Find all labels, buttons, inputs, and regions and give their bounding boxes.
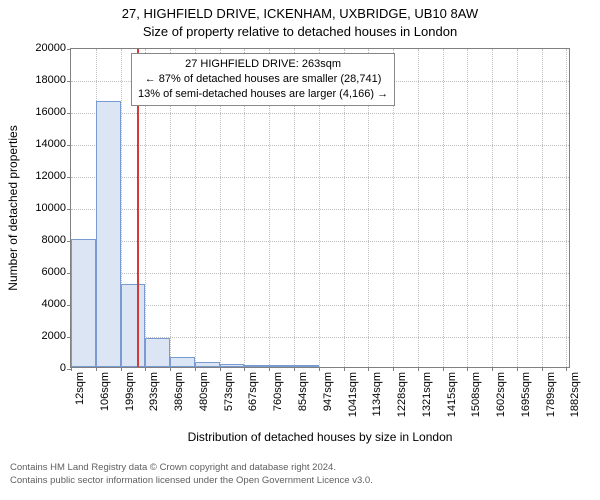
x-tick: [542, 367, 543, 371]
y-tick: [67, 177, 71, 178]
x-tick: [344, 367, 345, 371]
y-tick: [67, 81, 71, 82]
x-tick-label: 1134sqm: [371, 372, 383, 416]
y-tick-label: 10000: [16, 202, 66, 214]
x-tick-label: 293sqm: [148, 372, 160, 411]
x-tick-label: 1508sqm: [470, 372, 482, 417]
gridline-v: [566, 49, 567, 367]
y-tick-label: 4000: [16, 298, 66, 310]
gridline-v: [517, 49, 518, 367]
x-tick: [368, 367, 369, 371]
histogram-bar: [244, 365, 269, 367]
x-tick-label: 1789sqm: [545, 372, 557, 417]
y-tick-label: 2000: [16, 330, 66, 342]
y-tick: [67, 113, 71, 114]
histogram-bar: [121, 284, 146, 367]
x-tick: [71, 367, 72, 371]
histogram-bar: [269, 365, 294, 367]
y-tick: [67, 145, 71, 146]
x-tick: [492, 367, 493, 371]
x-tick-label: 1882sqm: [569, 372, 581, 417]
x-tick: [393, 367, 394, 371]
x-tick-label: 760sqm: [272, 372, 284, 411]
x-tick: [269, 367, 270, 371]
histogram-bar: [96, 101, 121, 367]
x-tick: [418, 367, 419, 371]
x-tick-label: 854sqm: [297, 372, 309, 411]
x-tick: [195, 367, 196, 371]
x-axis-label: Distribution of detached houses by size …: [70, 430, 570, 444]
x-tick-label: 1602sqm: [495, 372, 507, 417]
x-tick-label: 1228sqm: [396, 372, 408, 417]
x-tick-label: 1321sqm: [421, 372, 433, 417]
x-tick: [467, 367, 468, 371]
y-tick: [67, 209, 71, 210]
gridline-v: [492, 49, 493, 367]
x-tick-label: 106sqm: [99, 372, 111, 411]
footer-line-1: Contains HM Land Registry data © Crown c…: [10, 462, 336, 474]
annotation-line: ← 87% of detached houses are smaller (28…: [138, 72, 388, 87]
x-tick: [170, 367, 171, 371]
y-tick-label: 16000: [16, 106, 66, 118]
chart-container: 27, HIGHFIELD DRIVE, ICKENHAM, UXBRIDGE,…: [0, 0, 600, 500]
x-tick-label: 667sqm: [247, 372, 259, 411]
x-tick-label: 1415sqm: [446, 372, 458, 417]
y-tick-label: 20000: [16, 42, 66, 54]
y-tick-label: 0: [16, 362, 66, 374]
chart-title-main: 27, HIGHFIELD DRIVE, ICKENHAM, UXBRIDGE,…: [0, 6, 600, 21]
x-tick: [96, 367, 97, 371]
gridline-v: [542, 49, 543, 367]
histogram-bar: [220, 364, 245, 367]
x-tick: [517, 367, 518, 371]
x-tick: [566, 367, 567, 371]
x-tick: [145, 367, 146, 371]
x-tick: [294, 367, 295, 371]
y-tick-label: 14000: [16, 138, 66, 150]
histogram-bar: [294, 365, 319, 367]
histogram-bar: [170, 357, 195, 367]
x-tick-label: 199sqm: [124, 372, 136, 411]
x-tick: [121, 367, 122, 371]
chart-title-sub: Size of property relative to detached ho…: [0, 24, 600, 39]
annotation-box: 27 HIGHFIELD DRIVE: 263sqm← 87% of detac…: [131, 53, 395, 106]
x-tick-label: 480sqm: [198, 372, 210, 411]
y-tick-label: 12000: [16, 170, 66, 182]
x-tick-label: 573sqm: [223, 372, 235, 411]
x-tick: [220, 367, 221, 371]
x-tick-label: 1041sqm: [347, 372, 359, 417]
annotation-line: 27 HIGHFIELD DRIVE: 263sqm: [138, 57, 388, 72]
x-tick-label: 12sqm: [74, 372, 86, 405]
histogram-bar: [145, 338, 170, 367]
plot-area: 27 HIGHFIELD DRIVE: 263sqm← 87% of detac…: [70, 48, 570, 368]
y-tick-label: 6000: [16, 266, 66, 278]
x-tick: [443, 367, 444, 371]
x-tick-label: 1695sqm: [520, 372, 532, 417]
footer-line-2: Contains public sector information licen…: [10, 475, 373, 487]
histogram-bar: [71, 239, 96, 367]
gridline-v: [467, 49, 468, 367]
gridline-v: [418, 49, 419, 367]
x-tick-label: 947sqm: [322, 372, 334, 411]
gridline-v: [443, 49, 444, 367]
annotation-line: 13% of semi-detached houses are larger (…: [138, 87, 388, 102]
y-tick-label: 8000: [16, 234, 66, 246]
x-tick: [244, 367, 245, 371]
x-tick: [319, 367, 320, 371]
y-tick: [67, 49, 71, 50]
y-tick-label: 18000: [16, 74, 66, 86]
x-tick-label: 386sqm: [173, 372, 185, 411]
histogram-bar: [195, 362, 220, 367]
